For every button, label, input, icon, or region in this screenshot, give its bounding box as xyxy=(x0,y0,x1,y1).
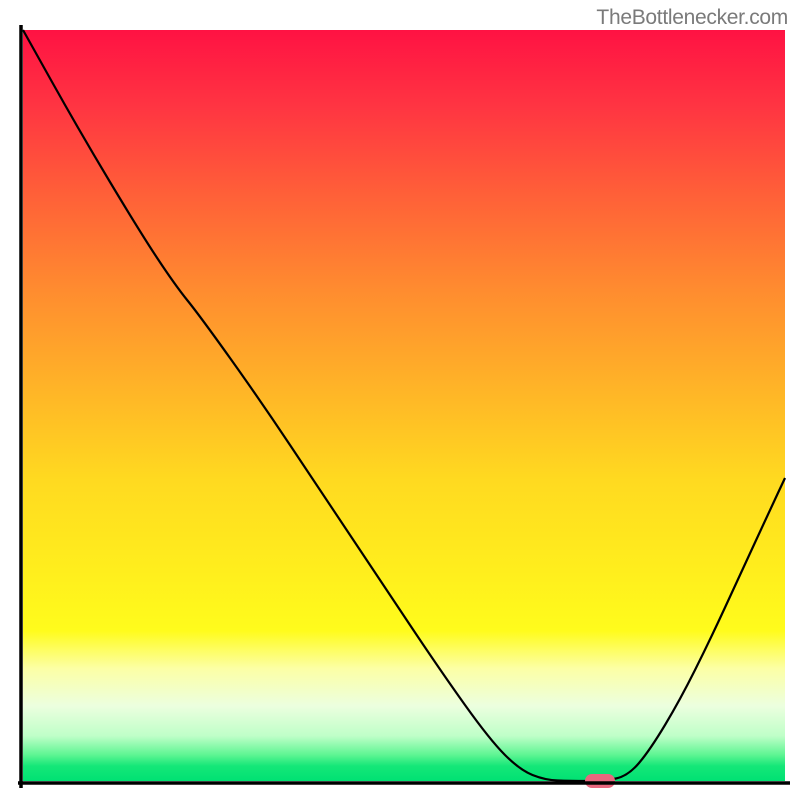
optimal-marker xyxy=(585,774,615,788)
gradient-background xyxy=(23,30,785,781)
chart-svg xyxy=(0,0,800,800)
watermark-text: TheBottlenecker.com xyxy=(596,6,788,30)
bottleneck-chart xyxy=(0,0,800,800)
